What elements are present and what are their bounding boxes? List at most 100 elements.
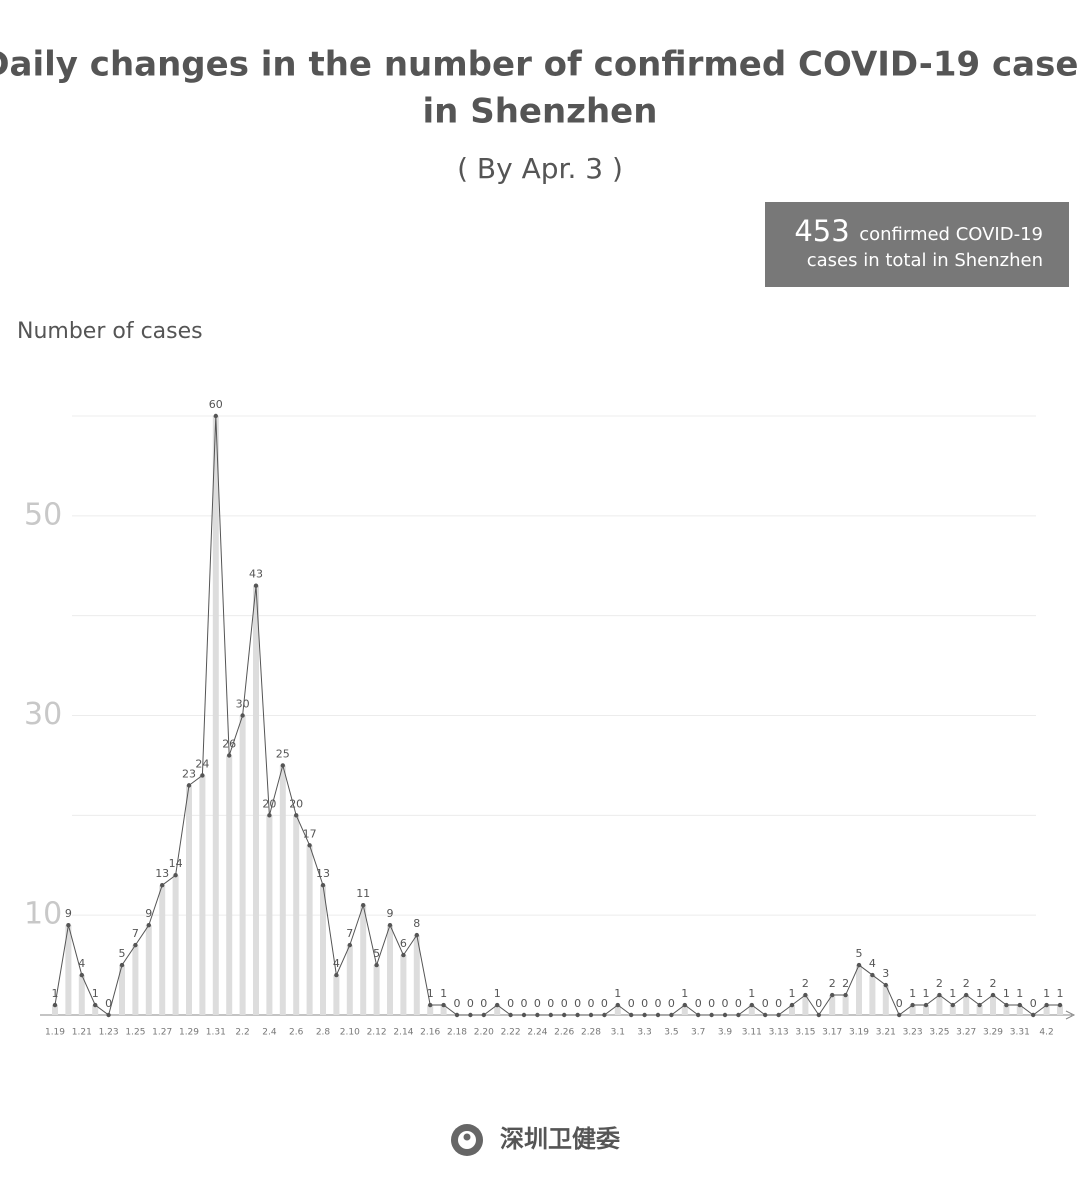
bar: [333, 975, 340, 1015]
point: [615, 1002, 620, 1008]
y-tick-label: 10: [24, 897, 62, 932]
point: [816, 1012, 821, 1018]
point: [736, 1012, 741, 1018]
data-label: 1: [1016, 987, 1023, 1000]
bar: [186, 785, 192, 1015]
point: [950, 1002, 955, 1008]
data-label: 0: [534, 997, 541, 1010]
point: [709, 1012, 714, 1018]
x-tick-label: 1.21: [72, 1028, 92, 1038]
x-tick-label: 2.12: [367, 1028, 387, 1038]
point: [401, 952, 406, 958]
x-tick-label: 3.7: [691, 1028, 705, 1038]
point: [910, 1002, 915, 1008]
point: [320, 883, 326, 888]
bar: [614, 1005, 621, 1015]
bar: [253, 585, 259, 1015]
x-tick-label: 2.4: [262, 1028, 277, 1038]
point: [307, 843, 312, 848]
data-label: 4: [78, 957, 85, 970]
bar: [1057, 1005, 1063, 1015]
x-tick-label: 3.1: [611, 1028, 625, 1038]
data-label: 1: [909, 987, 916, 1000]
data-label: 1: [949, 987, 956, 1000]
point: [722, 1012, 728, 1018]
x-tick-label: 3.5: [664, 1028, 678, 1038]
data-label: 1: [1057, 987, 1064, 1000]
point: [776, 1012, 781, 1018]
total-value: 453: [794, 214, 849, 248]
bar: [279, 765, 286, 1015]
x-tick-label: 3.15: [795, 1028, 815, 1038]
data-label: 0: [735, 997, 742, 1010]
x-tick-label: 2.28: [581, 1028, 601, 1038]
x-tick-label: 1.27: [152, 1028, 172, 1038]
point: [454, 1012, 460, 1018]
bar: [78, 975, 85, 1015]
data-label: 0: [668, 997, 675, 1010]
x-tick-label: 1.29: [179, 1028, 199, 1038]
data-label: 3: [882, 967, 889, 980]
bar: [882, 985, 889, 1015]
x-tick-label: 3.27: [956, 1028, 976, 1038]
x-tick-label: 3.13: [769, 1028, 789, 1038]
chart-title: Daily changes in the number of confirmed…: [0, 45, 1080, 85]
point: [186, 783, 192, 788]
point: [106, 1012, 111, 1018]
data-label: 2: [842, 977, 849, 990]
data-label: 6: [400, 937, 407, 950]
bar: [789, 1005, 795, 1015]
data-label: 5: [373, 947, 380, 960]
data-label: 0: [641, 997, 648, 1010]
point: [495, 1002, 500, 1008]
data-label: 0: [601, 997, 608, 1010]
point: [428, 1002, 433, 1008]
point: [642, 1012, 647, 1018]
bar: [293, 815, 300, 1015]
point: [977, 1002, 982, 1008]
bar: [829, 995, 836, 1015]
point: [160, 883, 165, 888]
data-label: 0: [815, 997, 822, 1010]
bar: [842, 995, 849, 1015]
point: [93, 1002, 98, 1008]
bar: [869, 975, 876, 1015]
data-label: 0: [762, 997, 769, 1010]
bar: [320, 885, 326, 1015]
point: [521, 1012, 527, 1018]
total-text: confirmed COVID-19: [859, 224, 1043, 245]
x-tick-label: 2.6: [289, 1028, 304, 1038]
bar: [1016, 1005, 1023, 1015]
total-text: cases in total in Shenzhen: [807, 250, 1043, 271]
bar: [119, 965, 125, 1015]
data-label: 4: [869, 957, 876, 970]
point: [669, 1012, 674, 1018]
x-tick-label: 2.22: [501, 1028, 521, 1038]
point: [937, 992, 942, 998]
point: [562, 1012, 567, 1018]
x-tick-label: 3.17: [822, 1028, 842, 1038]
data-label: 0: [454, 997, 461, 1010]
bar: [976, 1005, 983, 1015]
data-label: 0: [628, 997, 635, 1010]
x-tick-label: 2.24: [527, 1028, 547, 1038]
total-box: [765, 202, 1069, 287]
point: [79, 972, 85, 978]
data-label: 1: [440, 987, 447, 1000]
point: [1044, 1002, 1049, 1008]
logo: [463, 1133, 471, 1141]
x-tick-label: 1.31: [206, 1028, 226, 1038]
data-label: 5: [856, 947, 863, 960]
data-label: 13: [316, 867, 330, 880]
point: [280, 763, 285, 768]
data-label: 13: [155, 867, 169, 880]
bar: [949, 1005, 956, 1015]
data-label: 7: [346, 927, 353, 940]
x-tick-label: 1.19: [45, 1028, 65, 1038]
bar: [400, 955, 407, 1015]
point: [133, 942, 138, 948]
data-label: 23: [182, 767, 196, 780]
data-label: 11: [356, 887, 370, 900]
x-tick-label: 3.9: [718, 1028, 733, 1038]
data-label: 8: [413, 917, 420, 930]
